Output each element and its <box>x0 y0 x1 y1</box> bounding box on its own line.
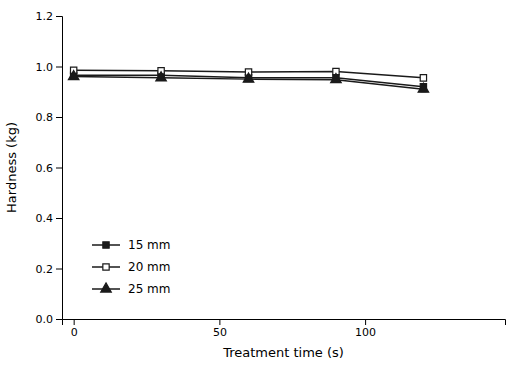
tick: 0.0 <box>36 313 63 326</box>
tick: 0.2 <box>36 263 63 276</box>
legend-marker <box>103 264 109 270</box>
tick-label: 1.2 <box>36 10 54 23</box>
tick: 0.4 <box>36 212 63 225</box>
axis-line <box>63 320 506 326</box>
tick-mark <box>56 218 62 219</box>
tick-label: 0.6 <box>36 162 54 175</box>
tick-mark <box>365 319 366 325</box>
tick: 0.6 <box>36 162 63 175</box>
tick-mark <box>56 168 62 169</box>
tick: 0 <box>71 319 78 339</box>
tick-label: 100 <box>355 326 376 339</box>
legend-item: 25 mm <box>92 282 170 296</box>
tick: 50 <box>213 319 227 339</box>
marker <box>331 74 342 83</box>
tick-mark <box>56 319 62 320</box>
y-axis: 0.0 0.2 0.4 0.6 0.8 1.0 1.2 <box>36 10 63 326</box>
plot-area: 0 50 100 0.0 0.2 0.4 0.6 0.8 1.0 1.2 15 mm 20 mm 25 … <box>36 10 506 339</box>
marker <box>156 72 167 81</box>
tick: 1.2 <box>36 10 63 23</box>
tick-mark <box>56 269 62 270</box>
error-bar <box>420 75 426 80</box>
x-axis-title: Treatment time (s) <box>222 345 344 360</box>
tick: 0.8 <box>36 111 63 124</box>
legend-label: 20 mm <box>128 260 170 274</box>
tick-label: 50 <box>213 326 227 339</box>
tick: 100 <box>355 319 376 339</box>
legend-marker <box>101 283 112 292</box>
axis-line <box>56 17 63 320</box>
data-area <box>68 67 428 92</box>
legend-item: 20 mm <box>92 260 170 274</box>
legend: 15 mm 20 mm 25 mm <box>92 238 170 296</box>
tick-label: 0.4 <box>36 212 54 225</box>
tick-mark <box>56 67 62 68</box>
chart: 0 50 100 0.0 0.2 0.4 0.6 0.8 1.0 1.2 15 mm 20 mm 25 … <box>0 0 523 367</box>
tick-mark <box>74 319 75 325</box>
legend-label: 15 mm <box>128 238 170 252</box>
tick-mark <box>219 319 220 325</box>
marker <box>418 83 429 92</box>
tick-label: 0.8 <box>36 111 54 124</box>
legend-label: 25 mm <box>128 282 170 296</box>
tick-label: 0 <box>71 326 78 339</box>
legend-marker <box>103 242 109 248</box>
marker <box>243 73 254 82</box>
tick-mark <box>56 117 62 118</box>
tick-label: 1.0 <box>36 61 54 74</box>
legend-item: 15 mm <box>92 238 170 252</box>
tick-label: 0.0 <box>36 313 54 326</box>
x-axis: 0 50 100 <box>63 319 506 339</box>
y-axis-title: Hardness (kg) <box>4 122 19 213</box>
tick-mark <box>56 16 62 17</box>
series <box>68 71 428 93</box>
tick-label: 0.2 <box>36 263 54 276</box>
marker <box>420 75 426 81</box>
marker <box>68 71 79 80</box>
tick: 1.0 <box>36 61 63 74</box>
